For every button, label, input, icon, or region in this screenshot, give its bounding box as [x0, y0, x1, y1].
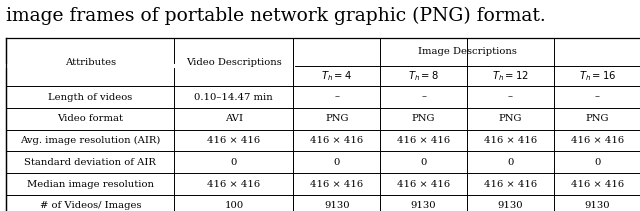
Text: image frames of portable network graphic (PNG) format.: image frames of portable network graphic…	[6, 7, 546, 26]
Text: $T_h = 12$: $T_h = 12$	[492, 69, 529, 83]
Text: –: –	[421, 93, 426, 101]
Text: –: –	[508, 93, 513, 101]
Text: Length of videos: Length of videos	[48, 93, 132, 101]
Text: 0: 0	[230, 158, 237, 167]
Text: $T_h = 8$: $T_h = 8$	[408, 69, 439, 83]
Text: 416 × 416: 416 × 416	[207, 180, 260, 189]
Text: Avg. image resolution (AIR): Avg. image resolution (AIR)	[20, 136, 161, 145]
Text: Attributes: Attributes	[65, 58, 116, 67]
Text: 0: 0	[594, 158, 600, 167]
Text: PNG: PNG	[325, 114, 349, 123]
Text: 416 × 416: 416 × 416	[484, 180, 537, 189]
Text: Video Descriptions: Video Descriptions	[186, 58, 282, 67]
Text: AVI: AVI	[225, 114, 243, 123]
Text: Standard deviation of AIR: Standard deviation of AIR	[24, 158, 156, 167]
Text: 416 × 416: 416 × 416	[207, 136, 260, 145]
Text: Image Descriptions: Image Descriptions	[417, 47, 516, 56]
Text: 0: 0	[508, 158, 514, 167]
Text: 416 × 416: 416 × 416	[310, 136, 364, 145]
Text: 416 × 416: 416 × 416	[571, 136, 624, 145]
Text: 9130: 9130	[324, 201, 349, 210]
Text: 416 × 416: 416 × 416	[310, 180, 364, 189]
Text: 100: 100	[224, 201, 243, 210]
Text: PNG: PNG	[586, 114, 609, 123]
Text: 9130: 9130	[411, 201, 436, 210]
Text: –: –	[334, 93, 339, 101]
Text: 416 × 416: 416 × 416	[397, 136, 450, 145]
Text: Video format: Video format	[58, 114, 124, 123]
Text: 416 × 416: 416 × 416	[484, 136, 537, 145]
Text: PNG: PNG	[412, 114, 435, 123]
Text: PNG: PNG	[499, 114, 522, 123]
Text: 0: 0	[333, 158, 340, 167]
Text: 416 × 416: 416 × 416	[571, 180, 624, 189]
Text: $T_h = 4$: $T_h = 4$	[321, 69, 352, 83]
Text: 9130: 9130	[584, 201, 610, 210]
Text: –: –	[595, 93, 600, 101]
Text: # of Videos/ Images: # of Videos/ Images	[40, 201, 141, 210]
Text: 416 × 416: 416 × 416	[397, 180, 450, 189]
Text: 9130: 9130	[498, 201, 524, 210]
Text: Median image resolution: Median image resolution	[27, 180, 154, 189]
Text: 0.10–14.47 min: 0.10–14.47 min	[195, 93, 273, 101]
Text: $T_h = 16$: $T_h = 16$	[579, 69, 616, 83]
Text: 0: 0	[420, 158, 427, 167]
